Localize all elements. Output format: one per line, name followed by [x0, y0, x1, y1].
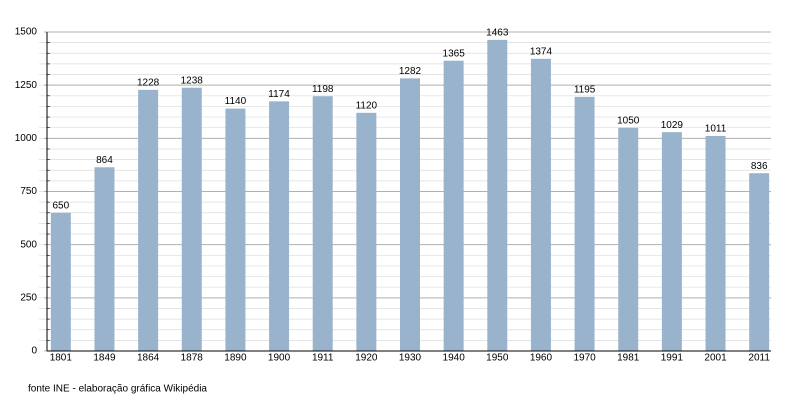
x-tick-label: 1920 — [355, 353, 378, 364]
bar — [530, 58, 551, 352]
y-tick-label: 750 — [20, 186, 37, 197]
bar — [225, 108, 246, 351]
value-label: 1174 — [268, 89, 290, 100]
bar — [487, 39, 508, 352]
value-label: 1374 — [530, 46, 553, 57]
y-tick-label: 250 — [20, 292, 37, 303]
x-tick-label: 2011 — [748, 353, 770, 364]
x-tick-label: 1864 — [137, 353, 160, 364]
x-tick-label: 1991 — [661, 353, 684, 364]
x-tick-label: 1801 — [50, 353, 73, 364]
value-label: 650 — [52, 200, 69, 211]
bar — [269, 101, 290, 351]
value-label: 1011 — [705, 124, 727, 135]
bar — [618, 127, 639, 351]
bar — [94, 167, 115, 351]
bar — [356, 112, 377, 352]
source-note: fonte INE - elaboração gráfica Wikipédia — [28, 384, 207, 395]
x-tick-label: 1950 — [486, 353, 509, 364]
y-tick-label: 0 — [31, 346, 37, 357]
value-label: 1120 — [356, 100, 378, 111]
y-tick-label: 1500 — [15, 27, 38, 38]
y-tick-label: 1250 — [15, 80, 38, 91]
bar — [312, 96, 333, 351]
value-label: 1463 — [486, 28, 509, 39]
bar — [181, 87, 202, 352]
bar — [661, 132, 682, 351]
value-label: 1198 — [312, 84, 334, 95]
value-label: 1365 — [443, 48, 466, 59]
bar — [400, 78, 420, 352]
y-tick-label: 500 — [20, 239, 37, 250]
bar — [749, 173, 770, 351]
x-tick-label: 1900 — [268, 353, 291, 364]
bar — [50, 212, 71, 351]
value-label: 1238 — [181, 75, 204, 86]
x-tick-label: 1930 — [399, 353, 422, 364]
value-label: 1140 — [225, 96, 247, 107]
value-label: 836 — [751, 161, 768, 172]
value-label: 1228 — [137, 77, 160, 88]
bar — [705, 135, 726, 351]
x-tick-label: 1890 — [224, 353, 247, 364]
value-label: 864 — [96, 155, 113, 166]
x-tick-label: 1940 — [443, 353, 466, 364]
value-label: 1029 — [661, 120, 684, 131]
y-tick-label: 1000 — [15, 133, 38, 144]
x-tick-label: 1960 — [530, 353, 553, 364]
bar — [443, 60, 464, 352]
value-label: 1195 — [574, 85, 596, 96]
x-tick-label: 1981 — [617, 353, 640, 364]
value-label: 1050 — [617, 115, 640, 126]
value-label: 1282 — [399, 66, 422, 77]
bar — [574, 96, 595, 351]
x-tick-label: 1911 — [312, 353, 334, 364]
bar — [138, 89, 159, 351]
x-tick-label: 1970 — [573, 353, 596, 364]
x-tick-label: 1849 — [93, 353, 116, 364]
x-tick-label: 1878 — [181, 353, 204, 364]
x-tick-label: 2001 — [704, 353, 727, 364]
